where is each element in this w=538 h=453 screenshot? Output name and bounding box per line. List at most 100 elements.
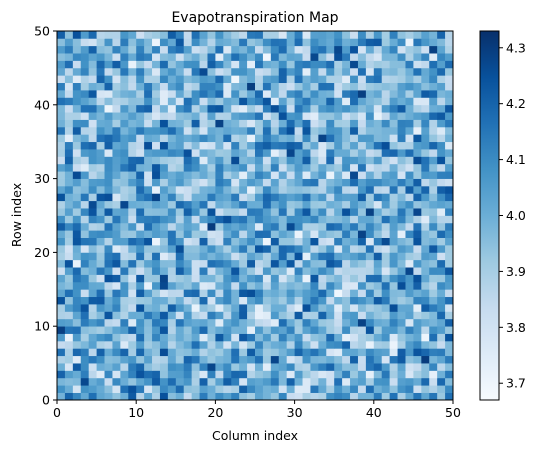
y-tick-label: 0	[42, 393, 50, 408]
heatmap-cell	[405, 126, 414, 135]
heatmap-cell	[207, 31, 216, 39]
heatmap-cell	[72, 363, 82, 371]
heatmap-cell	[207, 75, 216, 84]
heatmap-cell	[96, 60, 105, 69]
heatmap-cell	[223, 267, 232, 275]
heatmap-cell	[342, 311, 351, 320]
heatmap-cell	[445, 53, 454, 61]
heatmap-cell	[318, 215, 327, 224]
heatmap-cell	[342, 355, 351, 364]
heatmap-cell	[104, 237, 113, 246]
heatmap-cell	[199, 208, 208, 216]
heatmap-cell	[357, 134, 367, 143]
heatmap-cell	[215, 134, 224, 143]
heatmap-cell	[334, 208, 343, 216]
heatmap-cell	[365, 171, 375, 179]
heatmap-cell	[57, 104, 66, 113]
heatmap-cell	[72, 377, 82, 386]
heatmap-cell	[421, 82, 430, 91]
heatmap-cell	[302, 274, 311, 283]
heatmap-cell	[152, 193, 161, 202]
heatmap-cell	[80, 112, 90, 120]
heatmap-cell	[262, 53, 272, 61]
heatmap-cell	[152, 304, 161, 312]
heatmap-cell	[120, 252, 129, 261]
heatmap-cell	[152, 340, 161, 349]
heatmap-cell	[413, 252, 422, 261]
heatmap-cell	[278, 53, 288, 61]
heatmap-cell	[397, 289, 406, 298]
heatmap-cell	[294, 163, 303, 172]
heatmap-cell	[429, 259, 438, 268]
heatmap-cell	[310, 245, 319, 253]
heatmap-cell	[152, 215, 161, 224]
heatmap-cell	[381, 119, 390, 128]
heatmap-cell	[310, 252, 319, 261]
heatmap-cell	[88, 31, 97, 39]
heatmap-cell	[152, 53, 161, 61]
heatmap-cell	[152, 363, 161, 371]
heatmap-cell	[342, 149, 351, 157]
heatmap-cell	[405, 230, 414, 238]
heatmap-cell	[286, 245, 295, 253]
heatmap-cell	[112, 326, 121, 334]
heatmap-cell	[342, 274, 351, 283]
heatmap-cell	[231, 296, 240, 305]
heatmap-cell	[437, 296, 446, 305]
heatmap-cell	[223, 156, 232, 165]
heatmap-cell	[413, 281, 422, 290]
heatmap-cell	[136, 126, 145, 135]
heatmap-cell	[373, 60, 383, 69]
heatmap-cell	[120, 222, 129, 231]
heatmap-cell	[302, 149, 311, 157]
heatmap-cell	[191, 222, 200, 231]
heatmap-cell	[373, 348, 383, 357]
heatmap-cell	[207, 185, 216, 194]
heatmap-cell	[136, 90, 145, 98]
heatmap-cell	[152, 141, 161, 150]
heatmap-cell	[429, 318, 438, 327]
heatmap-cell	[365, 104, 375, 113]
heatmap-cell	[199, 385, 208, 393]
heatmap-cell	[239, 281, 248, 290]
heatmap-cell	[318, 377, 327, 386]
heatmap-cell	[80, 252, 90, 261]
heatmap-cell	[350, 53, 359, 61]
heatmap-cell	[57, 45, 66, 54]
heatmap-cell	[326, 259, 335, 268]
heatmap-cell	[72, 281, 82, 290]
heatmap-cell	[120, 193, 129, 202]
heatmap-cell	[231, 31, 240, 39]
heatmap-cell	[120, 156, 129, 165]
heatmap-cell	[136, 363, 145, 371]
heatmap-cell	[239, 134, 248, 143]
heatmap-cell	[302, 215, 311, 224]
x-tick-label: 50	[445, 405, 461, 420]
heatmap-cell	[294, 193, 303, 202]
heatmap-cell	[326, 134, 335, 143]
heatmap-cell	[96, 377, 105, 386]
heatmap-cell	[80, 134, 90, 143]
heatmap-cell	[421, 259, 430, 268]
heatmap-cell	[128, 289, 137, 298]
heatmap-cell	[167, 200, 177, 209]
heatmap-cell	[207, 171, 216, 179]
heatmap-cell	[326, 274, 335, 283]
heatmap-cell	[270, 392, 280, 401]
heatmap-cell	[215, 156, 224, 165]
heatmap-cell	[152, 289, 161, 298]
heatmap-cell	[381, 31, 390, 39]
heatmap-cell	[183, 311, 192, 320]
heatmap-cell	[167, 267, 177, 275]
heatmap-cell	[72, 45, 82, 54]
heatmap-cell	[104, 348, 113, 357]
heatmap-cell	[128, 200, 137, 209]
heatmap-cell	[373, 200, 383, 209]
heatmap-cell	[247, 82, 256, 91]
heatmap-cell	[437, 193, 446, 202]
heatmap-cell	[112, 252, 121, 261]
heatmap-cell	[413, 171, 422, 179]
heatmap-cell	[381, 60, 390, 69]
heatmap-cell	[72, 163, 82, 172]
heatmap-cell	[215, 274, 224, 283]
